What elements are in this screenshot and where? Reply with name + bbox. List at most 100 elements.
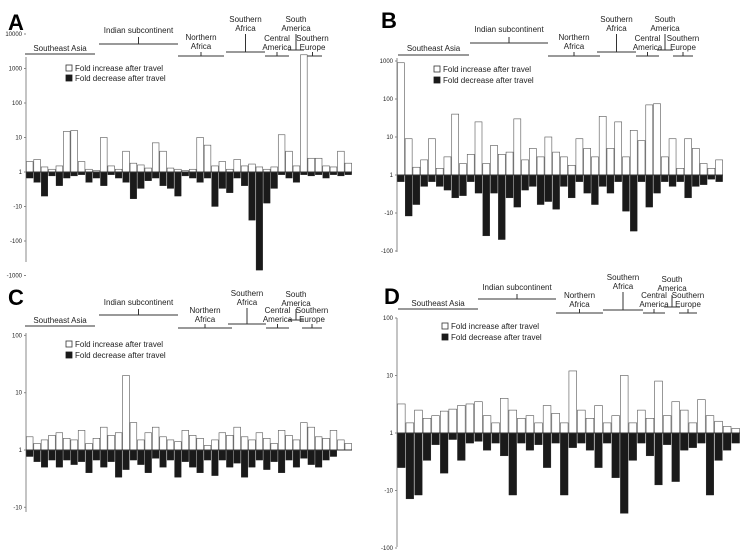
decrease-bar: [436, 174, 444, 187]
region-label: Indian subcontinent: [104, 26, 174, 35]
decrease-bar: [517, 432, 526, 444]
increase-bar: [491, 422, 500, 434]
decrease-bar: [285, 171, 293, 179]
decrease-bar: [196, 171, 204, 183]
chart-panel-a: A Southeast Asia Indian subcontinent Northe…: [5, 10, 352, 280]
panel-title: C: [8, 285, 24, 310]
decrease-bar: [189, 171, 197, 179]
increase-bar: [307, 157, 315, 173]
increase-bar: [684, 138, 692, 176]
legend-increase-label: Fold increase after travel: [75, 340, 163, 349]
increase-bar: [129, 162, 138, 173]
region-label: Northern: [564, 291, 595, 300]
legend-increase-label: Fold increase after travel: [451, 322, 539, 331]
increase-bar: [397, 62, 405, 176]
increase-bar: [263, 438, 271, 451]
decrease-bar: [92, 171, 100, 179]
y-tick-label: 1: [390, 173, 394, 179]
increase-bar: [505, 151, 514, 176]
increase-bar: [255, 432, 264, 451]
legend-decrease-label: Fold decrease after travel: [75, 351, 166, 360]
increase-bar: [292, 165, 301, 173]
decrease-bar: [500, 432, 509, 457]
panel-title: A: [8, 10, 24, 35]
increase-bar: [707, 168, 716, 176]
increase-bar: [714, 420, 723, 434]
region-label: Africa: [569, 300, 590, 309]
decrease-bar: [218, 449, 226, 461]
region-label: America: [262, 43, 292, 52]
decrease-bar: [218, 171, 226, 189]
decrease-bar: [85, 171, 93, 183]
increase-bar: [77, 430, 86, 451]
decrease-bar: [204, 449, 212, 461]
increase-bar: [662, 415, 672, 434]
decrease-bar: [431, 432, 440, 445]
decrease-bar: [490, 174, 498, 194]
decrease-bar: [692, 174, 700, 187]
decrease-bar: [620, 432, 629, 514]
region-label: Southern: [231, 289, 263, 298]
increase-bar: [174, 441, 182, 451]
increase-bar: [443, 156, 452, 176]
y-tick-label: -10: [13, 205, 22, 211]
region-label: Southeast Asia: [33, 316, 87, 325]
increase-bar: [575, 138, 584, 176]
decrease-bar: [137, 171, 145, 189]
increase-bar: [622, 156, 630, 176]
increase-bar: [33, 159, 41, 173]
decrease-bar: [568, 432, 577, 448]
increase-bar: [560, 422, 569, 434]
increase-bar: [33, 443, 41, 451]
decrease-bar: [654, 432, 663, 486]
decrease-bar: [668, 174, 677, 187]
decrease-bar: [723, 432, 732, 451]
decrease-bar: [508, 432, 517, 496]
increase-bar: [466, 154, 475, 176]
decrease-bar: [568, 174, 576, 199]
decrease-bar: [684, 174, 692, 199]
region-label: South: [655, 15, 676, 24]
increase-bar: [189, 435, 197, 451]
increase-bar: [100, 137, 108, 173]
decrease-bar: [211, 449, 219, 476]
increase-bar: [459, 163, 467, 176]
increase-bar: [457, 405, 466, 434]
increase-bar: [107, 435, 115, 451]
decrease-bar: [594, 432, 603, 468]
y-tick-label: 1: [19, 170, 23, 176]
decrease-bar: [166, 171, 174, 189]
decrease-bar: [122, 171, 130, 183]
decrease-bar: [404, 174, 413, 217]
decrease-bar: [653, 174, 661, 194]
region-label: America: [657, 284, 687, 293]
increase-bar: [722, 426, 732, 434]
increase-bar: [414, 409, 423, 434]
decrease-bar: [144, 171, 152, 181]
decrease-bar: [560, 432, 569, 496]
increase-bar: [671, 401, 680, 434]
region-label: Africa: [235, 24, 256, 33]
region-label: Northern: [189, 306, 220, 315]
increase-bar: [542, 405, 552, 434]
region-label: Africa: [606, 24, 627, 33]
chart-panel-b: B Southeast Asia Indian subcontinent Northe…: [380, 8, 723, 255]
y-tick-label: -1000: [7, 274, 23, 280]
increase-bar: [322, 438, 330, 451]
decrease-bar: [263, 171, 271, 204]
y-tick-label: 100: [12, 333, 23, 339]
y-tick-label: 1000: [380, 59, 394, 65]
increase-bar: [285, 150, 293, 173]
decrease-bar: [536, 174, 545, 205]
y-tick-label: 1: [390, 431, 394, 437]
increase-bar: [233, 159, 241, 173]
increase-bar: [412, 166, 421, 176]
decrease-bar: [715, 174, 723, 182]
decrease-bar: [599, 174, 607, 187]
decrease-bar: [707, 174, 715, 180]
increase-bar: [614, 121, 623, 176]
increase-bar: [474, 121, 483, 176]
legend-decrease-label: Fold decrease after travel: [443, 76, 534, 85]
increase-bar: [699, 163, 708, 176]
increase-bar: [465, 403, 475, 434]
